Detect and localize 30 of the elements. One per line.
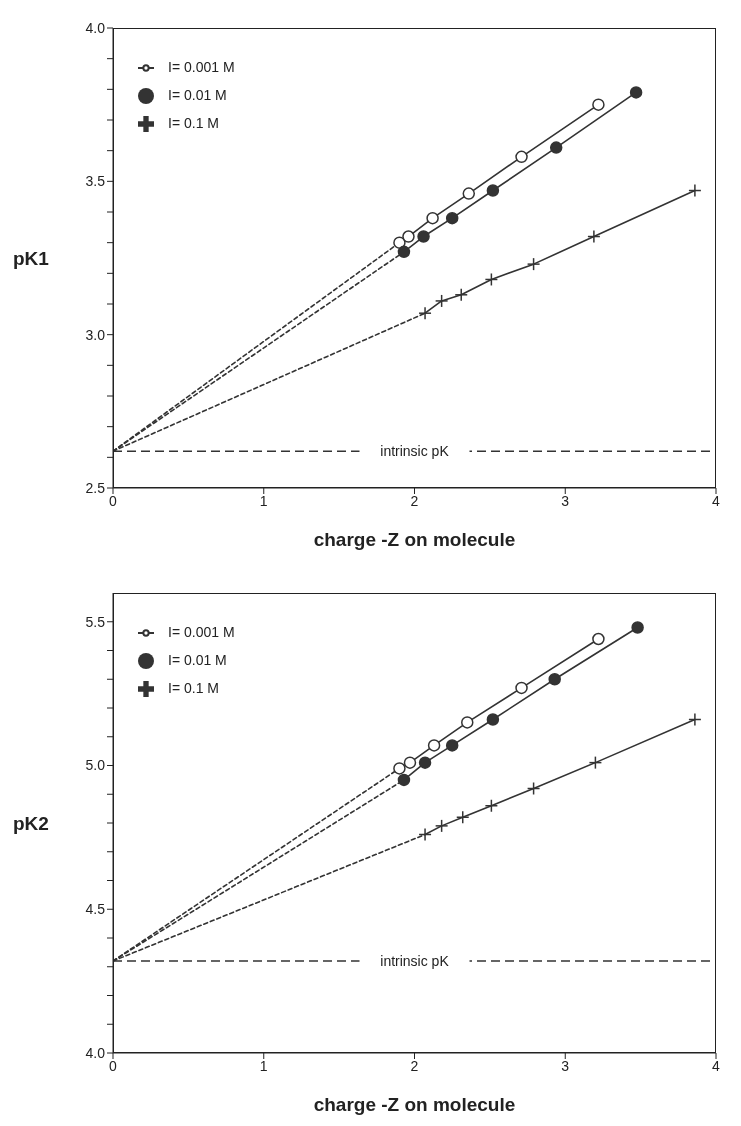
y-tick-label: 5.0 xyxy=(85,757,106,774)
x-tick-label: 4 xyxy=(712,1057,721,1074)
legend-label: I= 0.1 M xyxy=(168,115,219,131)
x-axis-title: charge -Z on molecule xyxy=(313,1094,516,1115)
legend-label: I= 0.001 M xyxy=(168,624,235,640)
x-tick-label: 4 xyxy=(712,492,721,509)
ref-line-label: intrinsic pK xyxy=(380,443,450,460)
y-tick-label: 4.5 xyxy=(85,901,106,918)
y-tick-label: 4.0 xyxy=(85,1044,106,1061)
x-tick-label: 0 xyxy=(109,492,118,509)
y-tick-label: 3.5 xyxy=(85,173,106,190)
x-tick-label: 2 xyxy=(410,492,419,509)
x-tick-label: 2 xyxy=(410,1057,419,1074)
y-tick-label: 2.5 xyxy=(85,479,106,496)
legend-label: I= 0.001 M xyxy=(168,59,235,75)
x-tick-label: 1 xyxy=(259,1057,268,1074)
legend-label: I= 0.01 M xyxy=(168,652,227,668)
x-tick-label: 3 xyxy=(561,1057,570,1074)
x-axis-title: charge -Z on molecule xyxy=(313,529,516,550)
legend-label: I= 0.01 M xyxy=(168,87,227,103)
ref-line-label: intrinsic pK xyxy=(380,953,450,969)
y-tick-label: 5.5 xyxy=(85,613,106,630)
legend-label: I= 0.1 M xyxy=(168,680,219,696)
x-tick-label: 0 xyxy=(109,1057,118,1074)
y-tick-label: 4.0 xyxy=(85,19,106,36)
y-tick-label: 3.0 xyxy=(85,326,106,343)
x-tick-label: 1 xyxy=(259,492,268,509)
x-tick-label: 3 xyxy=(561,492,570,509)
y-axis-title: pK2 xyxy=(13,812,49,834)
y-axis-title: pK1 xyxy=(13,247,50,269)
